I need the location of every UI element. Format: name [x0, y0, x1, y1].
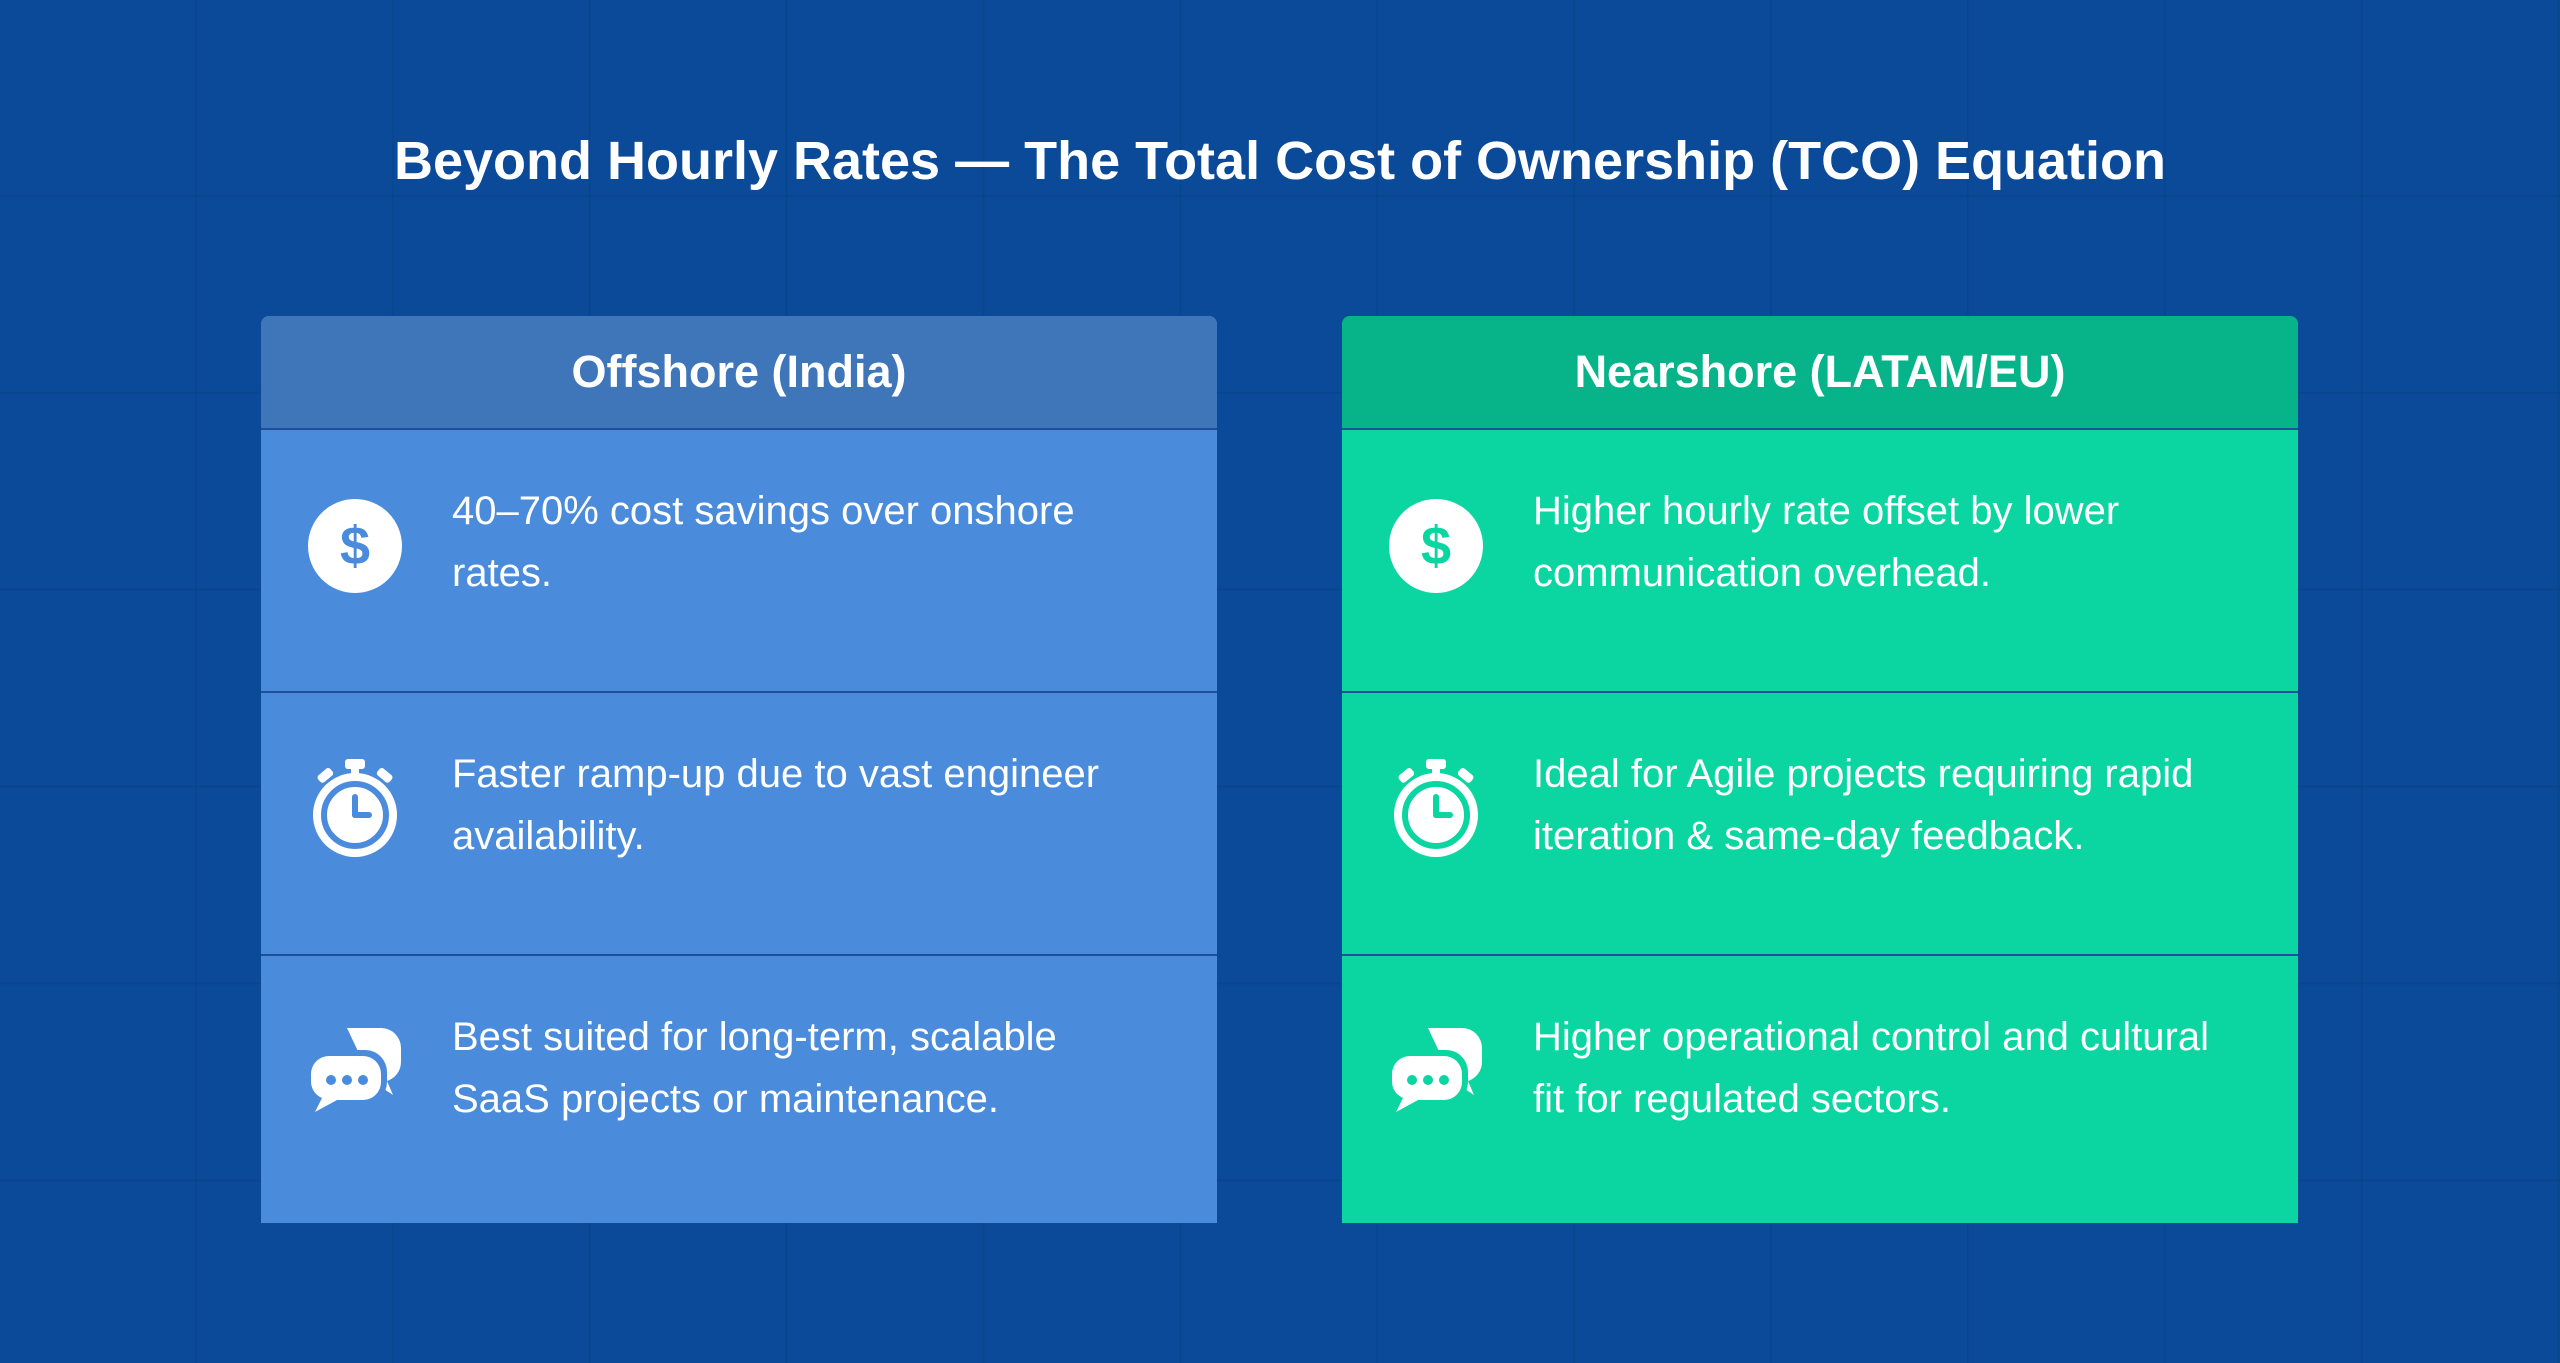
dollar-icon: $	[1388, 494, 1484, 594]
offshore-fit-text: Best suited for long-term, scalable SaaS…	[452, 1015, 1057, 1121]
offshore-card: Offshore (India) $ 40–70% cost savings o…	[261, 316, 1217, 1223]
nearshore-agile-text: Ideal for Agile projects requiring rapid…	[1533, 752, 2194, 858]
page-title: Beyond Hourly Rates — The Total Cost of …	[393, 131, 2167, 191]
offshore-card-header: Offshore (India)	[261, 316, 1217, 430]
dollar-icon: $	[307, 494, 403, 594]
nearshore-control-text: Higher operational control and cultural …	[1533, 1015, 2209, 1121]
offshore-rampup-text: Faster ramp-up due to vast engineer avai…	[452, 752, 1100, 858]
svg-text:$: $	[340, 516, 370, 576]
stopwatch-icon	[307, 757, 403, 857]
chat-bubbles-icon	[307, 1020, 403, 1120]
nearshore-row-agile: Ideal for Agile projects requiring rapid…	[1342, 693, 2298, 956]
stopwatch-icon	[1388, 757, 1484, 857]
nearshore-row-cost: $ Higher hourly rate offset by lower com…	[1342, 430, 2298, 693]
svg-text:$: $	[1421, 516, 1451, 576]
nearshore-card: Nearshore (LATAM/EU) $ Higher hourly rat…	[1342, 316, 2298, 1223]
offshore-row-rampup: Faster ramp-up due to vast engineer avai…	[261, 693, 1217, 956]
chat-bubbles-icon	[1388, 1020, 1484, 1120]
offshore-cost-text: 40–70% cost savings over onshore rates.	[452, 489, 1075, 595]
nearshore-row-control: Higher operational control and cultural …	[1342, 956, 2298, 1223]
nearshore-cost-text: Higher hourly rate offset by lower commu…	[1533, 489, 2120, 595]
offshore-row-fit: Best suited for long-term, scalable SaaS…	[261, 956, 1217, 1223]
nearshore-card-header: Nearshore (LATAM/EU)	[1342, 316, 2298, 430]
offshore-row-cost: $ 40–70% cost savings over onshore rates…	[261, 430, 1217, 693]
